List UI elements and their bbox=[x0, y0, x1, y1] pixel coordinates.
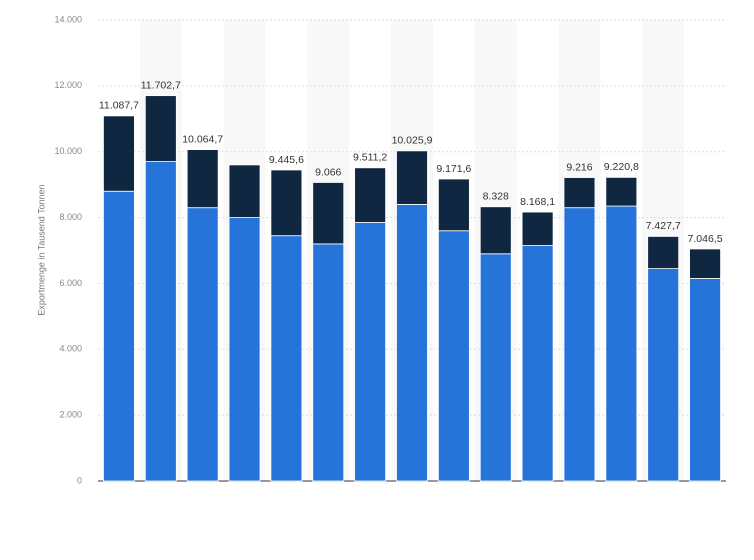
bar-segment bbox=[354, 167, 387, 223]
bar-segment bbox=[437, 178, 470, 232]
total-label: 8.168,1 bbox=[520, 196, 555, 208]
bar-segment bbox=[563, 177, 596, 209]
y-tick-label: 4.000 bbox=[59, 344, 82, 354]
bar-segment bbox=[396, 203, 428, 482]
y-tick-label: 12.000 bbox=[54, 80, 82, 90]
bar-segment bbox=[479, 253, 512, 482]
bar-segment bbox=[605, 205, 638, 482]
y-tick-label: 2.000 bbox=[59, 410, 82, 420]
total-label: 11.702,7 bbox=[141, 79, 181, 91]
bar-segment bbox=[689, 248, 721, 279]
total-label: 9.216 bbox=[566, 161, 592, 173]
bar-segment bbox=[186, 149, 219, 209]
total-label: 11.087,7 bbox=[99, 100, 139, 112]
total-label: 10.025,9 bbox=[392, 135, 433, 147]
total-label: 7.427,7 bbox=[646, 220, 681, 232]
bar-segment bbox=[270, 169, 303, 237]
bar-segment bbox=[228, 164, 261, 218]
bar-segment bbox=[312, 182, 345, 245]
y-tick-label: 14.000 bbox=[54, 14, 82, 24]
y-axis-title: Exportmenge in Tausend Tonnen bbox=[36, 184, 46, 315]
bar-segment bbox=[647, 236, 680, 270]
bar-segment bbox=[270, 235, 303, 482]
bar-segment bbox=[563, 207, 596, 482]
bar-segment bbox=[521, 245, 554, 482]
bar-segment bbox=[186, 207, 219, 482]
total-label: 9.171,6 bbox=[436, 163, 471, 175]
y-tick-label: 6.000 bbox=[59, 278, 82, 288]
total-label: 10.064,7 bbox=[182, 133, 223, 145]
bar-segment bbox=[144, 95, 177, 162]
bar-segment bbox=[396, 150, 428, 205]
y-tick-label: 10.000 bbox=[54, 146, 82, 156]
bar-segment bbox=[354, 222, 387, 482]
total-label: 8.328 bbox=[483, 191, 509, 203]
bar-segment bbox=[228, 217, 261, 482]
total-label: 9.511,2 bbox=[353, 152, 387, 164]
total-label: 9.445,6 bbox=[269, 154, 304, 166]
bar-segment bbox=[479, 206, 512, 255]
bar-segment bbox=[312, 243, 345, 482]
bar-segment bbox=[605, 176, 638, 207]
total-label: 7.046,5 bbox=[688, 233, 723, 245]
bar-segment bbox=[437, 230, 470, 482]
bar-segment bbox=[521, 211, 554, 246]
bar-segment bbox=[689, 278, 721, 482]
total-label: 9.066 bbox=[315, 166, 341, 178]
y-tick-label: 8.000 bbox=[59, 212, 82, 222]
bar-segment bbox=[103, 115, 135, 192]
bar-segment bbox=[103, 190, 135, 482]
total-label: 9.220,8 bbox=[604, 161, 639, 173]
y-tick-label: 0 bbox=[77, 475, 82, 485]
bar-segment bbox=[647, 268, 680, 482]
bar-segment bbox=[144, 161, 177, 482]
